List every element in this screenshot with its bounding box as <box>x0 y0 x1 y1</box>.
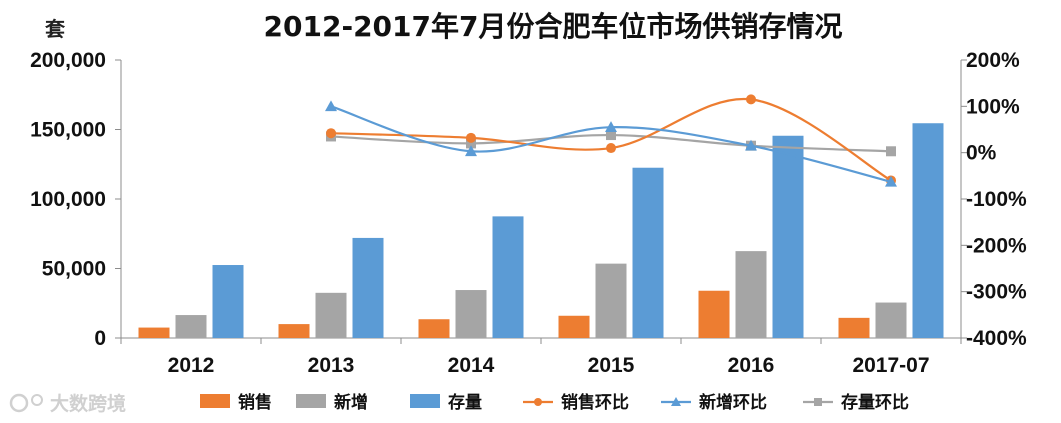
line-series-group <box>325 94 897 187</box>
point-新增环比 <box>325 100 337 112</box>
watermark-logo-icon <box>9 393 29 413</box>
point-新增环比 <box>465 145 477 157</box>
legend: 销售 新增 存量 销售环比 新增环比 存量环比 <box>200 392 909 413</box>
point-销售环比 <box>326 128 336 139</box>
plot-area <box>120 60 962 339</box>
legend-label: 存量 <box>448 392 482 413</box>
left-tick-label: 100,000 <box>30 188 106 211</box>
legend-marker-存量环比 <box>814 398 822 406</box>
legend-swatch-存量 <box>410 394 440 408</box>
bar-存量 <box>352 237 384 338</box>
point-新增环比 <box>605 121 617 132</box>
legend-label: 销售环比 <box>561 392 629 413</box>
bar-存量 <box>632 167 664 338</box>
x-tick-label: 2016 <box>728 354 775 377</box>
watermark: 大数跨境 <box>9 392 126 415</box>
left-tick-label: 50,000 <box>42 258 106 281</box>
left-tick-label: 150,000 <box>30 119 106 142</box>
bar-销售 <box>278 324 310 338</box>
point-存量环比 <box>466 138 476 149</box>
legend-marker-新增环比 <box>671 397 681 406</box>
point-销售环比 <box>466 132 476 143</box>
legend-label: 销售 <box>238 392 272 413</box>
left-axis-unit: 套 <box>45 17 65 41</box>
legend-label: 新增环比 <box>699 392 767 413</box>
watermark-text: 大数跨境 <box>50 392 126 415</box>
right-axis: -400% -300% -200% -100% 0% 100% 200% <box>961 49 1027 350</box>
bar-新增 <box>315 292 347 338</box>
bar-销售 <box>558 315 590 338</box>
right-tick-label: -100% <box>966 188 1027 211</box>
right-tick-label: 100% <box>966 95 1020 118</box>
bar-存量 <box>212 265 244 338</box>
bar-存量 <box>492 216 524 338</box>
point-销售环比 <box>606 143 616 154</box>
bar-新增 <box>455 290 487 338</box>
bar-新增 <box>595 263 627 338</box>
left-tick-label: 0 <box>94 327 106 350</box>
right-tick-label: 0% <box>966 142 997 165</box>
x-tick-label: 2012 <box>168 354 215 377</box>
right-tick-label: -200% <box>966 234 1027 257</box>
point-新增环比 <box>745 139 757 151</box>
bar-新增 <box>175 315 207 338</box>
bar-series-group <box>138 123 944 339</box>
legend-swatch-销售 <box>200 394 230 408</box>
point-存量环比 <box>606 130 616 141</box>
watermark-logo-icon-2 <box>31 394 43 406</box>
bar-销售 <box>418 319 450 338</box>
x-tick-label: 2017-07 <box>852 354 929 377</box>
bar-销售 <box>138 327 170 338</box>
right-tick-label: -300% <box>966 281 1027 304</box>
right-tick-label: 200% <box>966 49 1020 72</box>
left-axis: 0 50,000 100,000 150,000 200,000 <box>30 49 121 350</box>
bar-新增 <box>875 302 907 338</box>
chart-title: 2012-2017年7月份合肥车位市场供销存情况 <box>264 10 843 43</box>
bar-销售 <box>698 290 730 338</box>
x-tick-label: 2013 <box>308 354 355 377</box>
point-新增环比 <box>885 175 897 187</box>
point-存量环比 <box>886 146 896 157</box>
right-tick-label: -400% <box>966 327 1027 350</box>
legend-label: 新增 <box>334 392 368 413</box>
legend-marker-销售环比 <box>534 398 542 406</box>
legend-swatch-新增 <box>296 394 326 408</box>
bar-销售 <box>838 317 870 338</box>
legend-label: 存量环比 <box>841 392 909 413</box>
bar-新增 <box>735 251 767 338</box>
point-销售环比 <box>746 94 756 105</box>
bar-存量 <box>772 135 804 338</box>
bar-存量 <box>912 123 944 339</box>
left-tick-label: 200,000 <box>30 49 106 72</box>
x-tick-label: 2014 <box>448 354 495 377</box>
x-axis: 2012 2013 2014 2015 2016 2017-07 <box>120 338 962 377</box>
x-tick-label: 2015 <box>588 354 635 377</box>
